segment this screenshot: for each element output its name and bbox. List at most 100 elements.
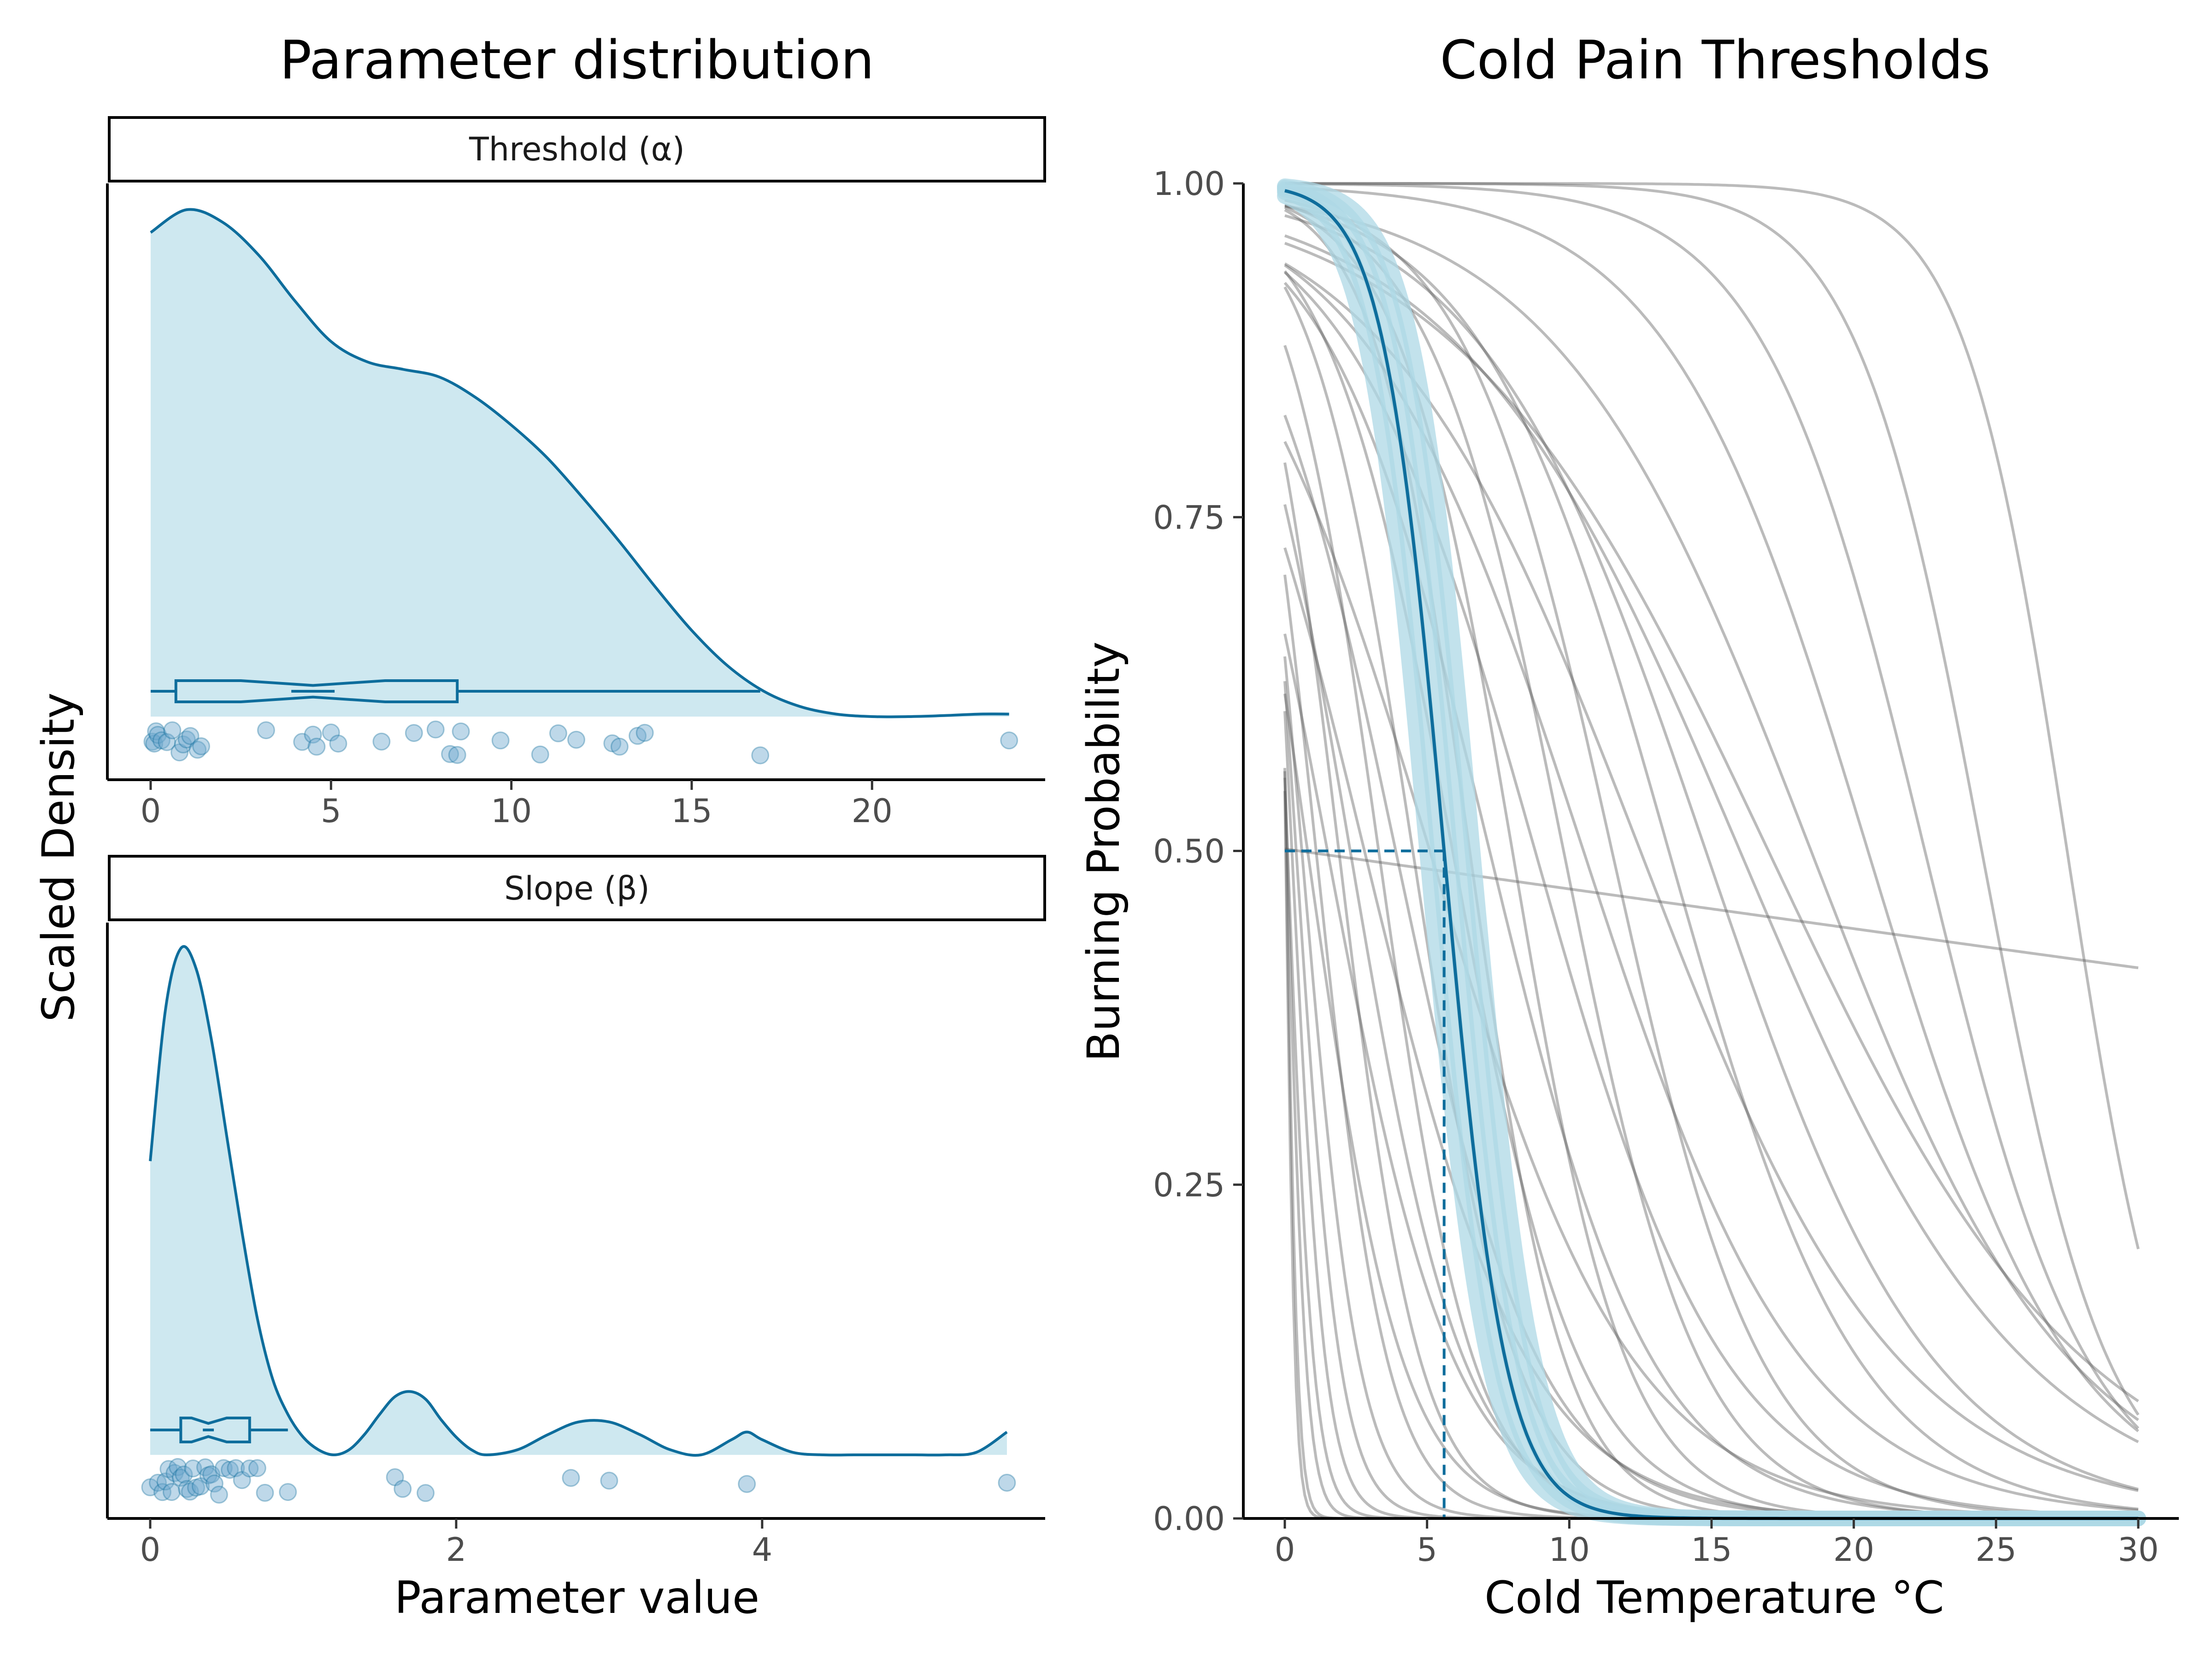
threshold-data-point [549,724,567,742]
slope-data-point [233,1471,251,1489]
individual-curve [1283,681,2138,1520]
threshold-strip [108,116,1046,182]
slope-data-point [162,1483,181,1501]
curves-y-tick-label: 0.25 [1153,1166,1225,1204]
threshold-data-point [372,732,391,751]
slope-data-point [153,1483,172,1501]
slope-data-point [202,1465,221,1483]
cold-temperature-label: Cold Temperature °C [1484,1572,1944,1624]
threshold-data-point [293,733,312,751]
cold-pain-panel: 0 5 10 15 20 25 30 0.00 0.25 0.50 0.75 1.00 Cold T… [1078,165,2179,1624]
left-title: Parameter distribution [280,29,874,91]
scaled-density-label: Scaled Density [33,693,84,1022]
slope-data-point [171,1469,190,1487]
threshold-x-tick-label: 20 [852,792,893,830]
threshold-data-point [1000,731,1018,750]
curves-x-tick-label: 0 [1275,1531,1295,1569]
threshold-data-point [152,731,171,750]
slope-data-point [159,1460,178,1478]
threshold-density-area [150,209,1009,717]
individual-curve [1285,182,2140,1430]
slope-data-point [175,1465,193,1484]
slope-strip-label: Slope (β) [504,870,650,907]
threshold-data-point [174,735,192,753]
slope-data-point [210,1485,228,1504]
slope-data-point [600,1471,618,1490]
slope-data-point [165,1464,184,1482]
curves-y-tick-label: 0.75 [1153,499,1225,536]
curves-x-tick-label: 5 [1417,1531,1437,1569]
individual-curve [1283,768,2138,1520]
slope-data-point [256,1483,274,1502]
threshold-x-tick-label: 0 [141,792,161,830]
slope-data-point [562,1469,580,1487]
slope-data-point [738,1475,756,1493]
individual-curve [1285,182,2140,1416]
threshold-data-point [158,733,176,751]
slope-density-line [149,945,1008,1457]
parameter-value-label: Parameter value [394,1572,759,1624]
individual-curve [1284,205,2139,1511]
slope-data-point [187,1478,206,1497]
slope-strip [108,855,1046,921]
individual-curve [1284,234,2139,1443]
curves-y-tick-label: 0.50 [1153,833,1225,871]
threshold-data-point [452,722,470,741]
threshold-data-point [188,741,207,759]
slope-data-point [141,1478,159,1496]
slope-x-tick-label: 2 [446,1531,467,1569]
threshold-x-tick-label: 10 [491,792,532,830]
individual-curve [1285,182,2140,1249]
threshold-data-point [751,746,770,765]
threshold-data-point [405,724,423,742]
slope-x-tick-label: 0 [140,1531,161,1569]
threshold-data-point [635,724,654,742]
slope-data-point [227,1459,245,1477]
slope-data-point [149,1474,167,1492]
slope-data-point [181,1483,199,1501]
curves-x-tick-label: 30 [2118,1531,2159,1569]
slope-data-point [196,1458,214,1477]
threshold-data-point [441,745,459,763]
individual-curve [1283,791,2138,1520]
individual-curve [1283,777,2138,1520]
curves-x-tick-label: 20 [1833,1531,1874,1569]
threshold-data-point [192,737,210,755]
slope-data-point [394,1480,412,1498]
slope-data-point [279,1483,297,1501]
slope-data-point [199,1466,218,1484]
threshold-data-point [329,735,347,753]
threshold-strip-label: Threshold (α) [469,130,685,168]
slope-data-point [241,1459,259,1477]
threshold-data-point [177,730,196,749]
threshold-data-point [143,732,162,751]
burning-probability-label: Burning Probability [1078,641,1130,1062]
threshold-data-point [629,727,647,745]
threshold-boxplot [174,679,459,703]
slope-density-area [150,946,1007,1455]
slope-data-point [169,1458,187,1476]
threshold-data-point [171,743,189,762]
individual-curve [1283,771,2138,1520]
individual-curve [1284,214,2139,1491]
slope-data-point [205,1474,224,1493]
threshold-data-point [448,746,466,764]
individual-curve [1283,711,2138,1520]
curves-x-tick-label: 25 [1976,1531,2017,1569]
curves-y-tick-label: 0.00 [1153,1500,1225,1538]
threshold-data-point [257,721,275,740]
slope-data-point [178,1480,196,1498]
threshold-x-tick-label: 15 [671,792,712,830]
threshold-data-point [304,725,322,744]
slope-data-point [214,1459,233,1477]
threshold-data-point [307,737,326,756]
threshold-data-point [181,727,200,745]
threshold-data-point [163,721,182,740]
individual-curve [1284,204,2139,1421]
threshold-data-point [491,731,510,750]
slope-data-point [998,1474,1016,1492]
threshold-data-point [145,735,164,753]
slope-data-point [221,1461,239,1479]
threshold-data-point [610,737,629,756]
